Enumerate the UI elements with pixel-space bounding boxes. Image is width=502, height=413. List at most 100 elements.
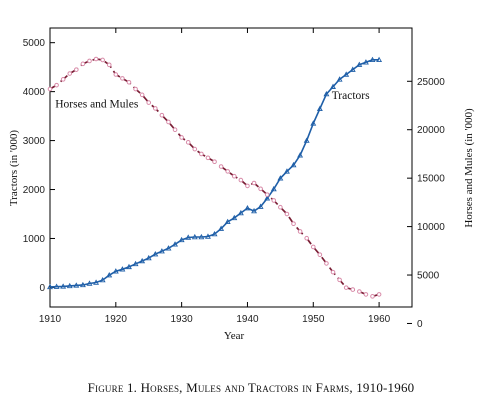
horses-mules-point bbox=[80, 61, 86, 67]
x-tick-label: 1960 bbox=[368, 314, 391, 325]
tractors-point bbox=[73, 282, 80, 288]
y-axis-right-label: Horses and Mules (in '000) bbox=[463, 108, 475, 228]
horses-mules-point bbox=[238, 177, 244, 183]
y-tick-label: 0 bbox=[39, 283, 45, 294]
tractors-point bbox=[126, 263, 132, 270]
horses-mules-point bbox=[324, 261, 329, 266]
tractors-point bbox=[86, 280, 93, 286]
horses-mules-point bbox=[60, 77, 66, 82]
horses-mules-point bbox=[317, 252, 323, 257]
horses-mules-point bbox=[113, 72, 119, 77]
y-tick-label: 2000 bbox=[23, 185, 46, 196]
horses-mules-point bbox=[363, 292, 369, 297]
tractors-point bbox=[323, 90, 330, 97]
horses-mules-point bbox=[47, 86, 53, 92]
horses-mules-point bbox=[153, 106, 158, 111]
plot-frame bbox=[49, 27, 413, 308]
x-tick-label: 1950 bbox=[302, 314, 325, 325]
horses-mules-point bbox=[133, 86, 138, 92]
y2-tick-label: 20000 bbox=[417, 125, 445, 136]
y-tick-label: 3000 bbox=[23, 136, 46, 147]
y2-tick-label: 25000 bbox=[417, 77, 445, 88]
horses-mules-point bbox=[350, 287, 356, 292]
horses-mules-annotation: Horses and Mules bbox=[55, 98, 139, 110]
horses-mules-point bbox=[205, 155, 211, 161]
tractors-point bbox=[53, 283, 60, 289]
x-tick-label: 1910 bbox=[39, 314, 62, 325]
tractors-point bbox=[139, 257, 146, 264]
tractors-point bbox=[231, 214, 238, 221]
tractors-point bbox=[264, 195, 271, 201]
tractors-point bbox=[165, 245, 172, 251]
horses-mules-point bbox=[54, 82, 59, 88]
tractors-line bbox=[49, 59, 380, 288]
horses-mules-point bbox=[172, 127, 178, 133]
tractors-point bbox=[283, 168, 290, 174]
horses-mules-point bbox=[278, 204, 283, 210]
horses-mules-point bbox=[212, 159, 217, 164]
tractors-point bbox=[330, 83, 336, 89]
horses-mules-point bbox=[251, 180, 257, 186]
horses-mules-line bbox=[49, 58, 380, 298]
horses-mules-point bbox=[67, 71, 73, 76]
x-axis-label: Year bbox=[224, 330, 245, 342]
tractors-point bbox=[178, 236, 185, 243]
horses-mules-point bbox=[370, 294, 375, 299]
horses-mules-point bbox=[199, 151, 204, 157]
tractors-point bbox=[132, 260, 139, 267]
tractors-point bbox=[369, 56, 376, 63]
horses-mules-point bbox=[218, 164, 224, 169]
horses-mules-point bbox=[74, 67, 79, 72]
y-axis-right: 0 5000 10000 15000 20000 25000 bbox=[407, 77, 445, 330]
horses-mules-point bbox=[357, 289, 362, 294]
tractors-point bbox=[185, 234, 192, 240]
x-tick-label: 1930 bbox=[171, 314, 194, 325]
tractors-point bbox=[277, 175, 284, 181]
x-tick-label: 1940 bbox=[236, 314, 259, 325]
horses-mules-point bbox=[330, 269, 336, 275]
horses-mules-point bbox=[304, 235, 309, 241]
tractors-point bbox=[310, 120, 317, 126]
tractors-point bbox=[119, 266, 126, 272]
tractors-point bbox=[191, 233, 198, 240]
tractors-point bbox=[244, 204, 251, 211]
tractors-point bbox=[257, 203, 264, 209]
horses-mules-point bbox=[120, 76, 125, 81]
horses-mules-point bbox=[297, 229, 303, 234]
tractors-point bbox=[106, 272, 113, 278]
tractors-point bbox=[218, 225, 225, 231]
x-axis: 1910 1920 1930 1940 1950 1960 bbox=[39, 28, 391, 325]
horses-mules-point bbox=[271, 198, 277, 203]
tractors-annotation: Tractors bbox=[332, 90, 370, 102]
y-axis-left-label: Tractors (in '000) bbox=[8, 130, 20, 206]
tractors-point bbox=[297, 152, 304, 158]
horses-mules-point bbox=[166, 119, 171, 125]
horses-mules-point bbox=[245, 183, 250, 189]
horses-mules-point bbox=[376, 292, 382, 297]
horses-mules-point bbox=[106, 62, 112, 68]
tractors-point bbox=[112, 268, 119, 274]
tractors-point bbox=[303, 137, 310, 143]
horses-mules-point bbox=[179, 135, 184, 140]
horses-mules-point bbox=[146, 100, 152, 105]
tractors-point bbox=[198, 233, 205, 240]
tractors-point bbox=[79, 281, 86, 288]
tractors-series bbox=[47, 56, 383, 290]
tractors-point bbox=[349, 66, 356, 72]
y-axis-left: 0 1000 2000 3000 4000 5000 bbox=[23, 38, 55, 294]
horses-mules-point bbox=[87, 58, 92, 64]
tractors-point bbox=[47, 283, 53, 290]
horses-mules-point bbox=[192, 146, 198, 152]
horses-mules-point bbox=[231, 173, 237, 179]
tractors-point bbox=[356, 61, 363, 67]
tractors-point bbox=[93, 279, 100, 285]
tractors-point bbox=[66, 282, 73, 289]
series-layer bbox=[47, 56, 383, 299]
horses-mules-point bbox=[100, 57, 105, 63]
tractors-point bbox=[145, 254, 152, 261]
horses-mules-point bbox=[310, 244, 316, 250]
tractors-point bbox=[251, 207, 258, 214]
tractors-point bbox=[99, 276, 106, 283]
horses-mules-point bbox=[139, 92, 145, 98]
tractors-point bbox=[237, 209, 244, 216]
